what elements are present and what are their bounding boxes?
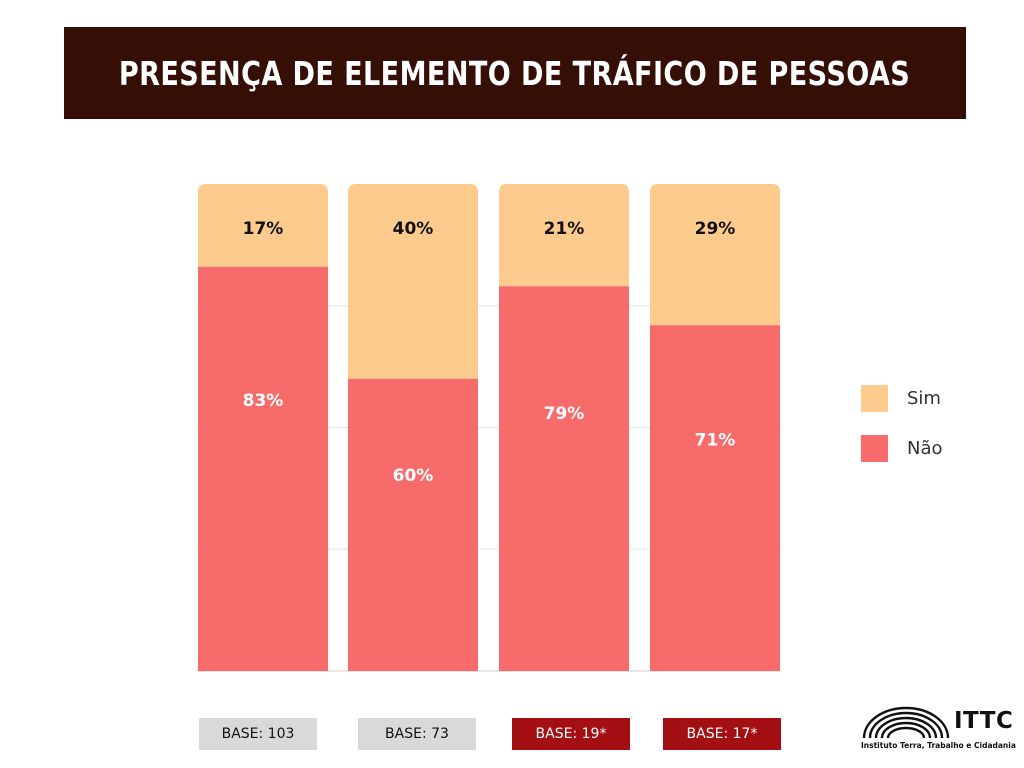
legend-label-nao: Não [907,437,943,459]
base-badge-1: BASE: 103 [199,718,317,750]
legend-item-nao: Não [861,432,943,464]
data-label-nao: 83% [243,391,284,411]
legend-label-sim: Sim [907,387,941,409]
bar-nao [348,378,478,671]
bar-sim [650,184,780,326]
legend-swatch-nao [861,434,888,462]
data-label-nao: 71% [695,430,736,450]
chart-title: PRESENÇA DE ELEMENTO DE TRÁFICO DE PESSO… [119,53,911,93]
logo-arc-icon [862,706,950,739]
base-badge-3: BASE: 19* [512,718,630,750]
legend-swatch-sim [861,384,888,412]
data-label-sim: 40% [393,219,434,239]
bar-sim [198,184,328,267]
bar-nao [499,286,629,671]
title-bar: PRESENÇA DE ELEMENTO DE TRÁFICO DE PESSO… [64,27,966,119]
legend: Sim Não [861,382,943,482]
base-badge-2: BASE: 73 [358,718,476,750]
data-label-sim: 29% [695,219,736,239]
legend-item-sim: Sim [861,382,943,414]
data-label-sim: 21% [544,219,585,239]
base-badge-4: BASE: 17* [663,718,781,750]
bar-nao [198,266,328,671]
data-label-sim: 17% [243,219,284,239]
bar-nao [650,325,780,671]
data-label-nao: 60% [393,466,434,486]
bar-sim [348,184,478,379]
logo-full-name: Instituto Terra, Trabalho e Cidadania [861,741,1016,750]
data-label-nao: 79% [544,404,585,424]
bar-sim [499,184,629,287]
ittc-logo: ITTC Instituto Terra, Trabalho e Cidadan… [860,704,1016,754]
logo-name: ITTC [954,708,1014,734]
